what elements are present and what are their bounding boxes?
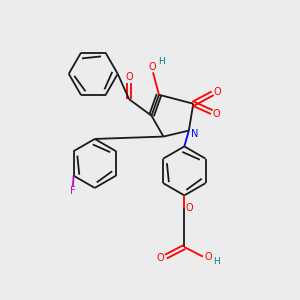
Text: H: H [213,256,220,266]
Text: O: O [212,109,220,118]
Text: O: O [204,252,212,262]
Text: H: H [159,57,165,66]
Text: N: N [190,129,198,139]
Text: O: O [148,62,156,72]
Text: O: O [186,203,194,213]
Text: O: O [157,253,164,263]
Text: O: O [213,87,221,97]
Text: F: F [70,186,76,196]
Text: O: O [125,72,133,82]
